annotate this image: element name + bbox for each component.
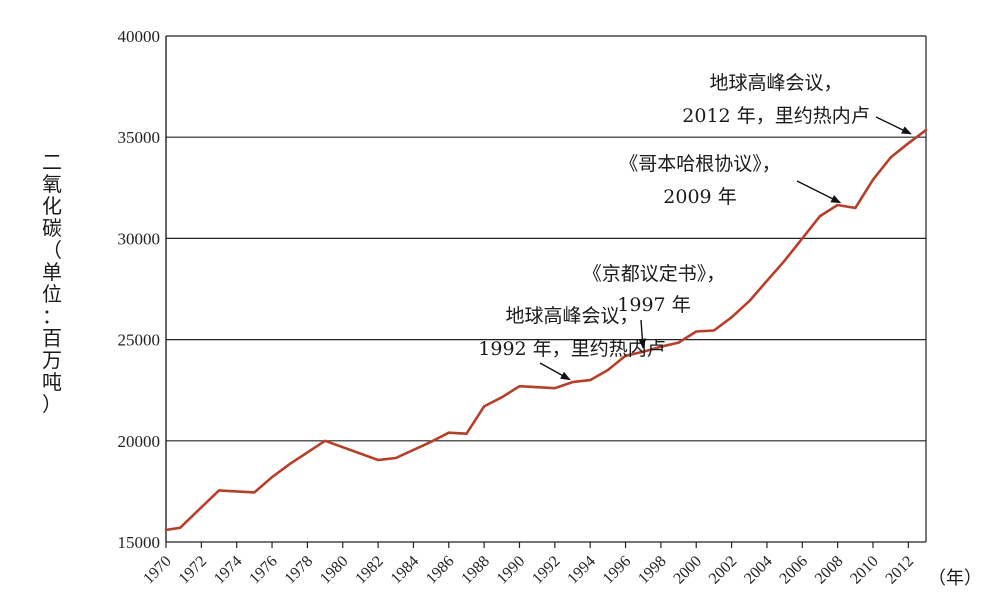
x-tick-label: 1970 (140, 553, 175, 588)
annotation-text: 《哥本哈根协议》， (619, 153, 781, 175)
annotation-text: 《京都议定书》， (583, 263, 726, 285)
x-tick-label: 1986 (423, 553, 458, 588)
y-axis-label-char: （ (42, 238, 62, 262)
x-tick-label: 1998 (635, 553, 670, 588)
grid-lines (165, 35, 927, 543)
x-tick-label: 2000 (670, 553, 705, 588)
co2-series-line (164, 128, 928, 532)
annotation-text: 1992 年，里约热内卢 (478, 338, 665, 360)
y-axis-label-char: 氧 (42, 172, 62, 196)
y-axis-label-char: 化 (42, 194, 62, 218)
y-tick-label: 40000 (118, 27, 161, 46)
y-tick-label: 25000 (118, 331, 161, 350)
x-tick-label: 2012 (883, 553, 918, 588)
x-tick-label: 2004 (741, 553, 776, 588)
y-axis-label-char: 单 (42, 260, 62, 284)
series-layer (164, 128, 928, 532)
annotation-text: 地球高峰会议， (505, 305, 638, 327)
y-axis-label-char: 位 (42, 282, 62, 306)
y-tick-label: 15000 (118, 533, 161, 552)
y-axis-label-char: ： (42, 304, 62, 328)
y-axis-ticks: 15000 20000 25000 30000 35000 40000 (118, 27, 161, 552)
x-axis-ticks: 1970 1972 1974 1976 1978 1980 1982 1984 1986 1988… (140, 542, 917, 587)
x-tick-label: 2010 (847, 553, 882, 588)
annotation-arrow (539, 362, 571, 381)
x-tick-label: 1974 (211, 553, 246, 588)
annotation-text: 2009 年 (663, 186, 736, 208)
x-tick-label: 2002 (706, 553, 741, 588)
x-tick-label: 1990 (494, 553, 529, 588)
x-tick-label: 1976 (246, 553, 281, 588)
x-tick-label: 2008 (812, 553, 847, 588)
y-axis-label-char: ） (42, 392, 62, 416)
x-tick-label: 1988 (458, 553, 493, 588)
y-axis-label-char: 百 (42, 326, 62, 350)
x-tick-label: 1992 (529, 553, 564, 588)
y-axis-label-char: 万 (42, 348, 62, 372)
annotations-layer: 地球高峰会议， 1992 年，里约热内卢 《京都议定书》， 1997 年 《哥本哈根协议… (478, 72, 912, 381)
annotation-arrow (796, 180, 842, 204)
y-tick-label: 30000 (118, 229, 161, 248)
x-tick-label: 1994 (564, 553, 599, 588)
x-tick-label: 1982 (352, 553, 387, 588)
annotation-text: 2012 年，里约热内卢 (682, 105, 869, 127)
x-tick-label: 1980 (317, 553, 352, 588)
y-tick-label: 35000 (118, 128, 161, 147)
y-tick-label: 20000 (118, 432, 161, 451)
y-axis-label-char: 二 (42, 150, 62, 174)
x-tick-label: 1972 (176, 553, 211, 588)
annotation-text: 地球高峰会议， (709, 72, 842, 94)
x-tick-label: 1996 (600, 553, 635, 588)
y-axis-label-char: 碳 (42, 216, 62, 240)
x-tick-label: 2006 (776, 553, 811, 588)
x-axis-unit-label: （年） (928, 568, 982, 589)
annotation-text: 1997 年 (617, 294, 690, 316)
x-tick-label: 1978 (282, 553, 317, 588)
y-axis-label-char: 吨 (42, 370, 62, 394)
x-tick-label: 1984 (388, 553, 423, 588)
annotation-arrow (638, 319, 647, 349)
annotation-arrow (875, 116, 912, 135)
